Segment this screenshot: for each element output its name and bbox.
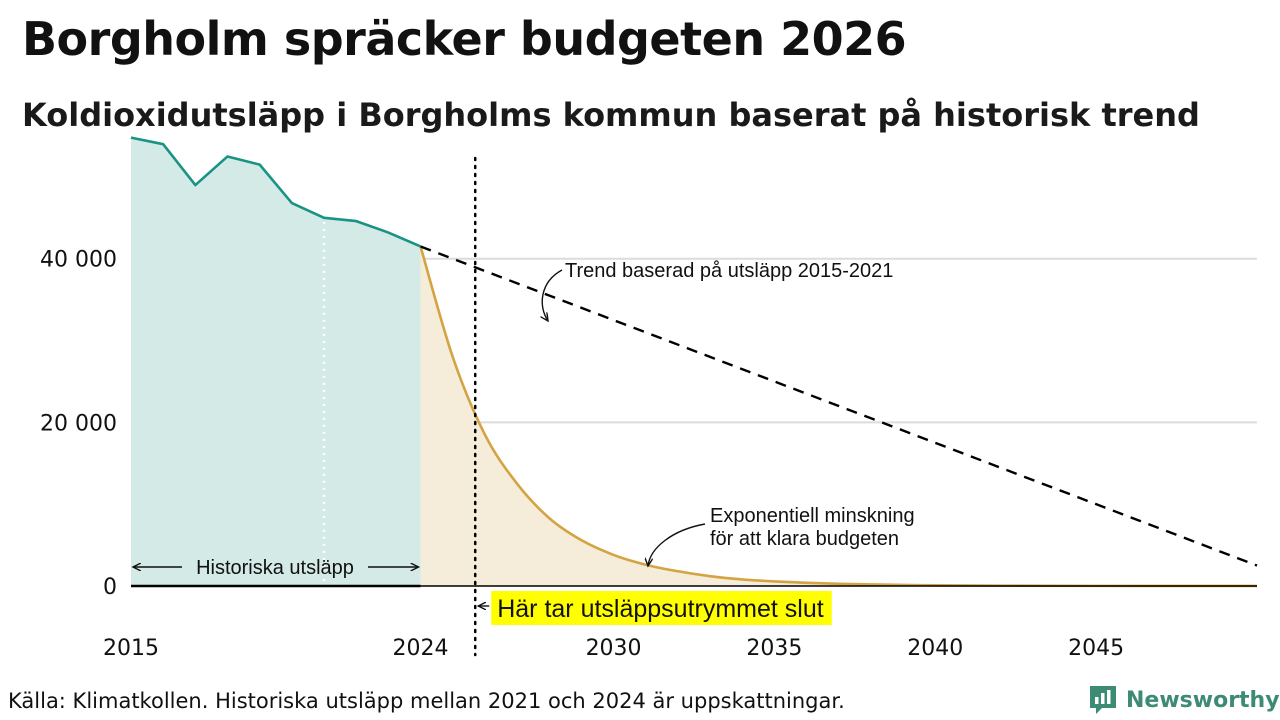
historical-line bbox=[130, 136, 422, 248]
trend-label-arrow bbox=[542, 269, 563, 321]
exp-label-arrow bbox=[648, 523, 706, 566]
y-tick-label-0: 0 bbox=[103, 575, 117, 600]
emissions-chart: Här tar utsläppsutrymmet slut Historiska … bbox=[40, 136, 1258, 661]
x-tick-label-2030: 2030 bbox=[586, 636, 642, 661]
annotations: Här tar utsläppsutrymmet slut Historiska … bbox=[133, 156, 915, 657]
y-tick-label-20000: 20 000 bbox=[40, 411, 117, 436]
historical-area bbox=[131, 137, 421, 587]
brand-name: Newsworthy bbox=[1126, 687, 1280, 713]
newsworthy-logo-icon bbox=[1090, 686, 1116, 714]
exp-label-line1: Exponentiell minskning bbox=[710, 505, 915, 527]
budget-area bbox=[420, 246, 1257, 587]
chart-subtitle: Koldioxidutsläpp i Borgholms kommun base… bbox=[22, 96, 1200, 134]
budget-end-label: Här tar utsläppsutrymmet slut bbox=[497, 595, 824, 623]
budget-end-highlight bbox=[491, 591, 832, 625]
x-tick-label-2024: 2024 bbox=[393, 636, 449, 661]
axes: 0 20 000 40 000 2015 2024 2030 2035 2040 2045 bbox=[40, 248, 1257, 661]
x-tick-label-2045: 2045 bbox=[1068, 636, 1124, 661]
chart-title: Borgholm spräcker budgeten 2026 bbox=[22, 12, 907, 66]
trend-label: Trend baserad på utsläpp 2015-2021 bbox=[565, 260, 893, 282]
x-tick-label-2040: 2040 bbox=[907, 636, 963, 661]
source-note: Källa: Klimatkollen. Historiska utsläpp … bbox=[8, 689, 845, 713]
trend-line bbox=[420, 245, 1258, 567]
brand-logo[interactable]: Newsworthy bbox=[1088, 684, 1280, 716]
x-tick-label-2015: 2015 bbox=[103, 636, 159, 661]
y-tick-label-40000: 40 000 bbox=[40, 248, 117, 273]
area-fills bbox=[131, 137, 1257, 587]
exp-label-line2: för att klara budgeten bbox=[710, 528, 899, 550]
historical-label: Historiska utsläpp bbox=[196, 557, 354, 579]
x-tick-label-2035: 2035 bbox=[746, 636, 802, 661]
